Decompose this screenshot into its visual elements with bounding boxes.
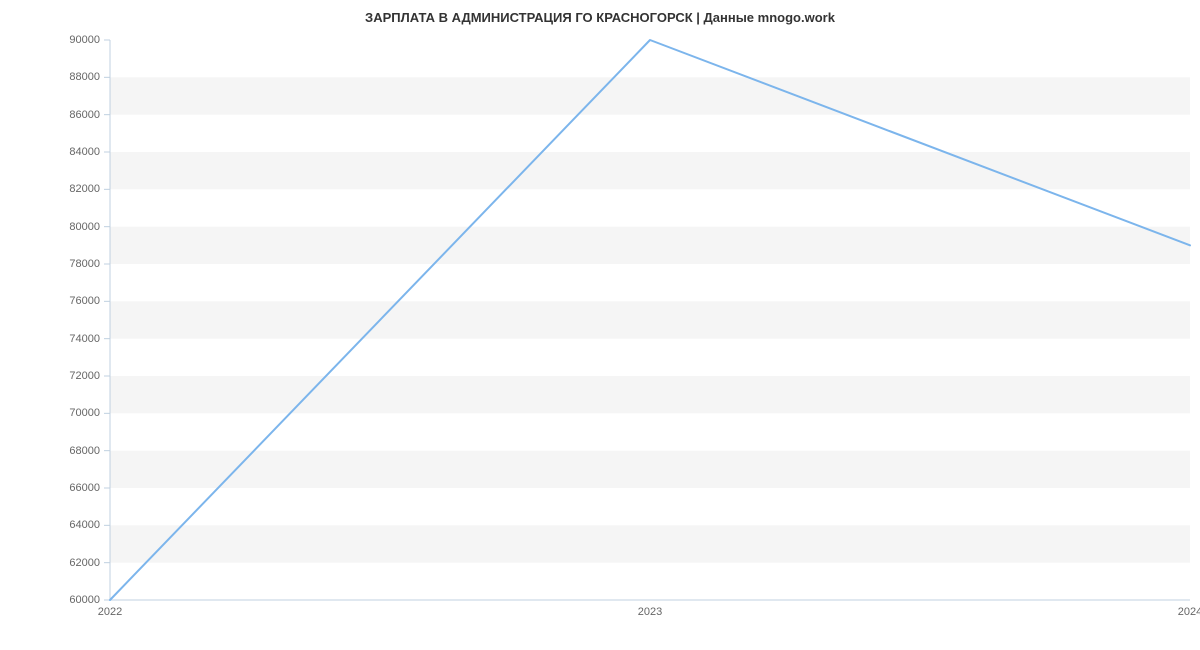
- y-tick-label: 60000: [0, 594, 100, 606]
- y-tick-label: 86000: [0, 109, 100, 121]
- y-tick-label: 70000: [0, 407, 100, 419]
- y-tick-label: 62000: [0, 557, 100, 569]
- y-tick-label: 72000: [0, 370, 100, 382]
- chart-svg: [110, 40, 1190, 600]
- y-tick-label: 74000: [0, 333, 100, 345]
- y-tick-label: 82000: [0, 183, 100, 195]
- y-tick-label: 66000: [0, 482, 100, 494]
- chart-title: ЗАРПЛАТА В АДМИНИСТРАЦИЯ ГО КРАСНОГОРСК …: [0, 10, 1200, 25]
- y-tick-label: 84000: [0, 146, 100, 158]
- y-tick-label: 78000: [0, 258, 100, 270]
- x-tick-label: 2024: [1178, 606, 1200, 618]
- y-tick-label: 80000: [0, 221, 100, 233]
- plot-area: [110, 40, 1190, 600]
- y-tick-label: 90000: [0, 34, 100, 46]
- x-tick-label: 2023: [638, 606, 662, 618]
- y-tick-label: 64000: [0, 519, 100, 531]
- x-tick-label: 2022: [98, 606, 122, 618]
- y-tick-label: 88000: [0, 71, 100, 83]
- y-tick-label: 68000: [0, 445, 100, 457]
- y-tick-label: 76000: [0, 295, 100, 307]
